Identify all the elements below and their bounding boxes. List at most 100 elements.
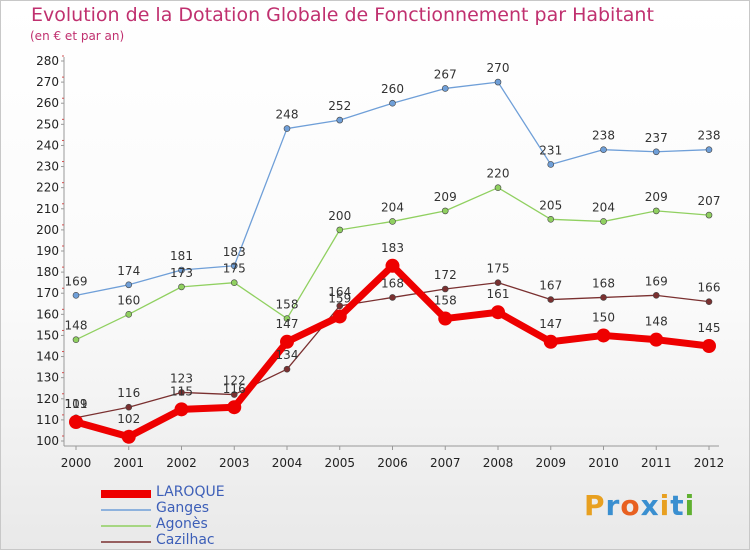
x-tick-label: 2012 — [694, 456, 725, 470]
legend-label-agones: Agonès — [156, 516, 208, 532]
data-point-laroque — [649, 332, 664, 347]
data-point-ganges — [652, 148, 660, 156]
data-point-agones — [125, 311, 133, 318]
data-label-ganges: 181 — [170, 249, 193, 263]
data-label-ganges: 238 — [698, 129, 721, 143]
data-point-laroque — [174, 402, 189, 417]
y-tick-label: 180 — [36, 265, 59, 279]
data-point-ganges — [389, 99, 396, 107]
data-point-laroque — [121, 429, 136, 444]
data-point-ganges — [125, 281, 133, 289]
data-point-cazilhac — [494, 279, 502, 286]
data-point-ganges — [547, 161, 555, 168]
data-label-agones: 148 — [65, 319, 88, 333]
data-label-cazilhac: 168 — [592, 276, 615, 290]
y-tick-label: 170 — [36, 286, 59, 300]
data-point-cazilhac — [547, 296, 555, 303]
data-label-ganges: 174 — [117, 264, 140, 278]
chart-title: Evolution de la Dotation Globale de Fonc… — [31, 4, 654, 26]
data-point-agones — [72, 336, 80, 343]
data-point-agones — [441, 207, 449, 215]
data-label-laroque: 148 — [645, 315, 668, 329]
y-tick-label: 190 — [36, 244, 59, 258]
x-tick-label: 2002 — [166, 456, 197, 470]
data-label-cazilhac: 122 — [223, 374, 246, 388]
y-tick-label: 240 — [36, 138, 59, 152]
data-label-agones: 209 — [645, 190, 668, 204]
data-label-cazilhac: 123 — [170, 371, 193, 385]
data-label-agones: 220 — [487, 167, 510, 181]
data-label-cazilhac: 169 — [645, 274, 668, 288]
proxiti-logo: Proxiti — [584, 489, 696, 522]
y-tick-label: 120 — [36, 392, 59, 406]
data-label-laroque: 183 — [381, 241, 404, 255]
data-label-cazilhac: 111 — [65, 397, 88, 411]
y-tick-label: 110 — [36, 413, 59, 427]
data-label-ganges: 267 — [434, 67, 457, 81]
y-tick-label: 130 — [36, 371, 59, 385]
data-point-laroque — [69, 415, 83, 429]
data-label-laroque: 147 — [539, 317, 562, 331]
x-tick-label: 2009 — [535, 456, 566, 470]
x-tick-label: 2007 — [430, 456, 461, 470]
data-point-laroque — [385, 258, 400, 273]
data-point-ganges — [336, 116, 344, 124]
data-label-ganges: 248 — [276, 108, 299, 122]
data-label-ganges: 252 — [328, 99, 351, 113]
data-label-laroque: 102 — [117, 412, 140, 426]
y-tick-label: 160 — [36, 307, 59, 321]
y-tick-label: 140 — [36, 350, 59, 364]
data-label-laroque: 145 — [698, 321, 721, 335]
data-point-cazilhac — [125, 403, 133, 411]
data-point-laroque — [227, 400, 242, 415]
data-point-agones — [494, 184, 502, 191]
data-label-laroque: 147 — [276, 317, 299, 331]
y-tick-label: 280 — [36, 54, 59, 68]
y-tick-label: 220 — [36, 181, 59, 195]
x-tick-label: 2008 — [483, 456, 514, 470]
data-label-ganges: 260 — [381, 82, 404, 96]
data-label-laroque: 161 — [487, 287, 510, 301]
data-label-cazilhac: 168 — [381, 276, 404, 290]
data-point-cazilhac — [705, 298, 713, 305]
data-label-ganges: 237 — [645, 131, 668, 145]
data-label-agones: 175 — [223, 262, 246, 276]
x-tick-label: 2000 — [61, 456, 92, 470]
data-point-agones — [178, 283, 185, 291]
data-label-cazilhac: 166 — [698, 281, 721, 295]
legend-label-laroque: LAROQUE — [156, 484, 225, 500]
data-point-cazilhac — [389, 294, 396, 301]
data-point-laroque — [438, 311, 453, 326]
data-label-cazilhac: 164 — [328, 285, 351, 299]
y-tick-label: 100 — [36, 434, 59, 448]
data-point-cazilhac — [600, 294, 607, 301]
data-point-ganges — [178, 266, 185, 274]
data-point-agones — [547, 216, 555, 223]
data-point-ganges — [72, 292, 80, 299]
legend-label-ganges: Ganges — [156, 500, 210, 516]
data-point-laroque — [280, 334, 294, 349]
data-label-cazilhac: 167 — [539, 279, 562, 293]
legend-label-cazilhac: Cazilhac — [156, 532, 215, 548]
data-label-agones: 158 — [276, 298, 299, 312]
data-label-agones: 204 — [381, 200, 404, 214]
data-label-agones: 204 — [592, 200, 615, 214]
data-label-laroque: 109 — [65, 397, 88, 411]
data-label-ganges: 238 — [592, 129, 615, 143]
data-label-cazilhac: 172 — [434, 268, 457, 282]
data-label-agones: 160 — [117, 293, 140, 307]
x-tick-label: 2001 — [113, 456, 144, 470]
data-label-agones: 205 — [539, 198, 562, 212]
data-label-ganges: 169 — [65, 274, 88, 288]
data-point-cazilhac — [652, 292, 660, 299]
chart-subtitle: (en € et par an) — [30, 29, 125, 43]
data-label-laroque: 115 — [170, 384, 193, 398]
y-tick-label: 270 — [36, 75, 59, 89]
data-point-agones — [600, 218, 607, 225]
data-point-ganges — [230, 262, 238, 270]
x-tick-label: 2005 — [324, 456, 355, 470]
data-point-cazilhac — [230, 391, 238, 398]
data-label-cazilhac: 175 — [487, 262, 510, 276]
